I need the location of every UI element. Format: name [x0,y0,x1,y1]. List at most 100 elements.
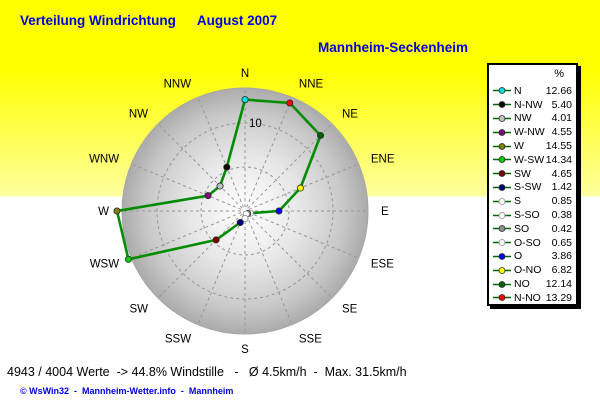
legend-marker-icon [493,197,511,205]
marker-N [241,96,249,104]
legend-value: 6.82 [551,264,572,277]
legend-percent-header: % [554,68,564,80]
legend-value: 4.65 [551,167,572,180]
footer-stats: 4943 / 4004 Werte -> 44.8% Windstille - … [7,365,407,379]
marker-ENE [296,184,304,192]
direction-label-SSW: SSW [165,333,191,345]
legend-marker-icon [493,87,511,95]
legend-row: S-SW 1.42 [489,181,576,195]
legend-value: 14.34 [545,153,572,166]
legend-row: NO 12.14 [489,277,576,291]
legend-row: S 0.85 [489,194,576,208]
legend-direction-label: S-SW [514,181,542,194]
legend-value: 13.29 [545,291,572,304]
direction-label-SE: SE [342,303,358,315]
direction-label-WSW: WSW [90,259,120,271]
legend-direction-label: O-SO [514,236,541,249]
legend-value: 5.40 [551,98,572,111]
page-title: Verteilung Windrichtung August 2007 [20,13,277,28]
marker-E [275,207,283,215]
direction-label-SW: SW [129,303,148,315]
marker-WNW [204,192,212,200]
direction-label-E: E [381,206,389,218]
direction-label-ESE: ESE [371,259,394,271]
direction-label-ENE: ENE [371,153,395,165]
legend-marker-icon [493,184,511,191]
direction-label-NE: NE [342,109,358,121]
legend-direction-label: O-NO [514,264,542,277]
legend-marker-icon [493,225,511,233]
title-period: August 2007 [196,13,278,28]
legend-value: 0.38 [551,209,572,222]
marker-SSW [236,219,244,227]
legend-marker-icon [493,101,511,109]
legend-row: N 12.66 [489,84,576,98]
legend-marker-icon [493,128,511,136]
legend-direction-label: W-NW [514,126,545,139]
marker-NW [216,182,224,190]
direction-label-WNW: WNW [89,153,119,165]
legend-marker-icon [493,294,511,302]
legend-rows: N 12.66 N-NW 5.40 NW 4.01 W-NW 4.55 W 14.55 W-SW 14… [489,84,576,305]
direction-label-NNE: NNE [299,79,324,91]
legend-row: W 14.55 [489,139,576,153]
marker-SW [212,236,220,244]
legend-value: 4.55 [551,126,572,139]
direction-label-SSE: SSE [299,333,322,345]
marker-NE [317,131,325,139]
legend-direction-label: SW [514,167,531,180]
legend-box: % N 12.66 N-NW 5.40 NW 4.01 W-NW 4.55 W 14.55 W-SW… [487,63,578,306]
legend-row: W-SW 14.34 [489,153,576,167]
grid-ring-5 [200,166,290,256]
legend-row: NW 4.01 [489,112,576,126]
legend-row: O-NO 6.82 [489,263,576,277]
legend-marker-icon [493,239,511,247]
legend-direction-label: NO [514,278,530,291]
legend-marker-icon [493,253,511,260]
legend-direction-label: N [514,84,522,97]
legend-value: 0.85 [551,195,572,208]
legend-direction-label: W [514,140,524,153]
legend-row: SO 0.42 [489,222,576,236]
legend-value: 3.86 [551,250,572,263]
legend-value: 4.01 [551,112,572,125]
legend-direction-label: NW [514,112,532,125]
footer-copyright: © WsWin32 - Mannheim-Wetter.info - Mannh… [20,386,234,396]
legend-marker-icon [493,142,511,150]
legend-direction-label: W-SW [514,153,545,166]
legend-row: N-NO 13.29 [489,291,576,305]
legend-marker-icon [493,280,511,288]
legend-direction-label: N-NO [514,291,541,304]
legend-marker-icon [493,156,511,164]
legend-direction-label: N-NW [514,98,543,111]
legend-row: N-NW 5.40 [489,98,576,112]
legend-value: 14.55 [545,140,572,153]
legend-direction-label: S [514,195,522,208]
direction-label-NW: NW [129,109,148,121]
legend-row: O 3.86 [489,250,576,264]
marker-W [113,207,121,215]
legend-marker-icon [493,211,511,219]
legend-marker-icon [493,170,511,178]
legend-value: 1.42 [551,181,572,194]
marker-S [241,214,249,222]
legend-row: S-SO 0.38 [489,208,576,222]
legend-marker-icon [493,115,511,122]
title-text: Verteilung Windrichtung [20,13,176,28]
legend-row: W-NW 4.55 [489,125,576,139]
direction-label-S: S [241,344,249,356]
legend-value: 0.65 [551,236,572,249]
direction-label-NNW: NNW [164,79,192,91]
radial-axis-label: 10 [249,118,262,130]
legend-direction-label: O [514,250,523,263]
legend-direction-label: S-SO [514,209,540,222]
marker-WSW [124,255,132,263]
grid-ring-10 [156,122,334,300]
legend-value: 0.42 [551,222,572,235]
legend-value: 12.66 [545,84,572,97]
legend-row: SW 4.65 [489,167,576,181]
marker-NNW [223,163,231,171]
legend-direction-label: SO [514,222,530,235]
marker-NNE [286,99,294,107]
